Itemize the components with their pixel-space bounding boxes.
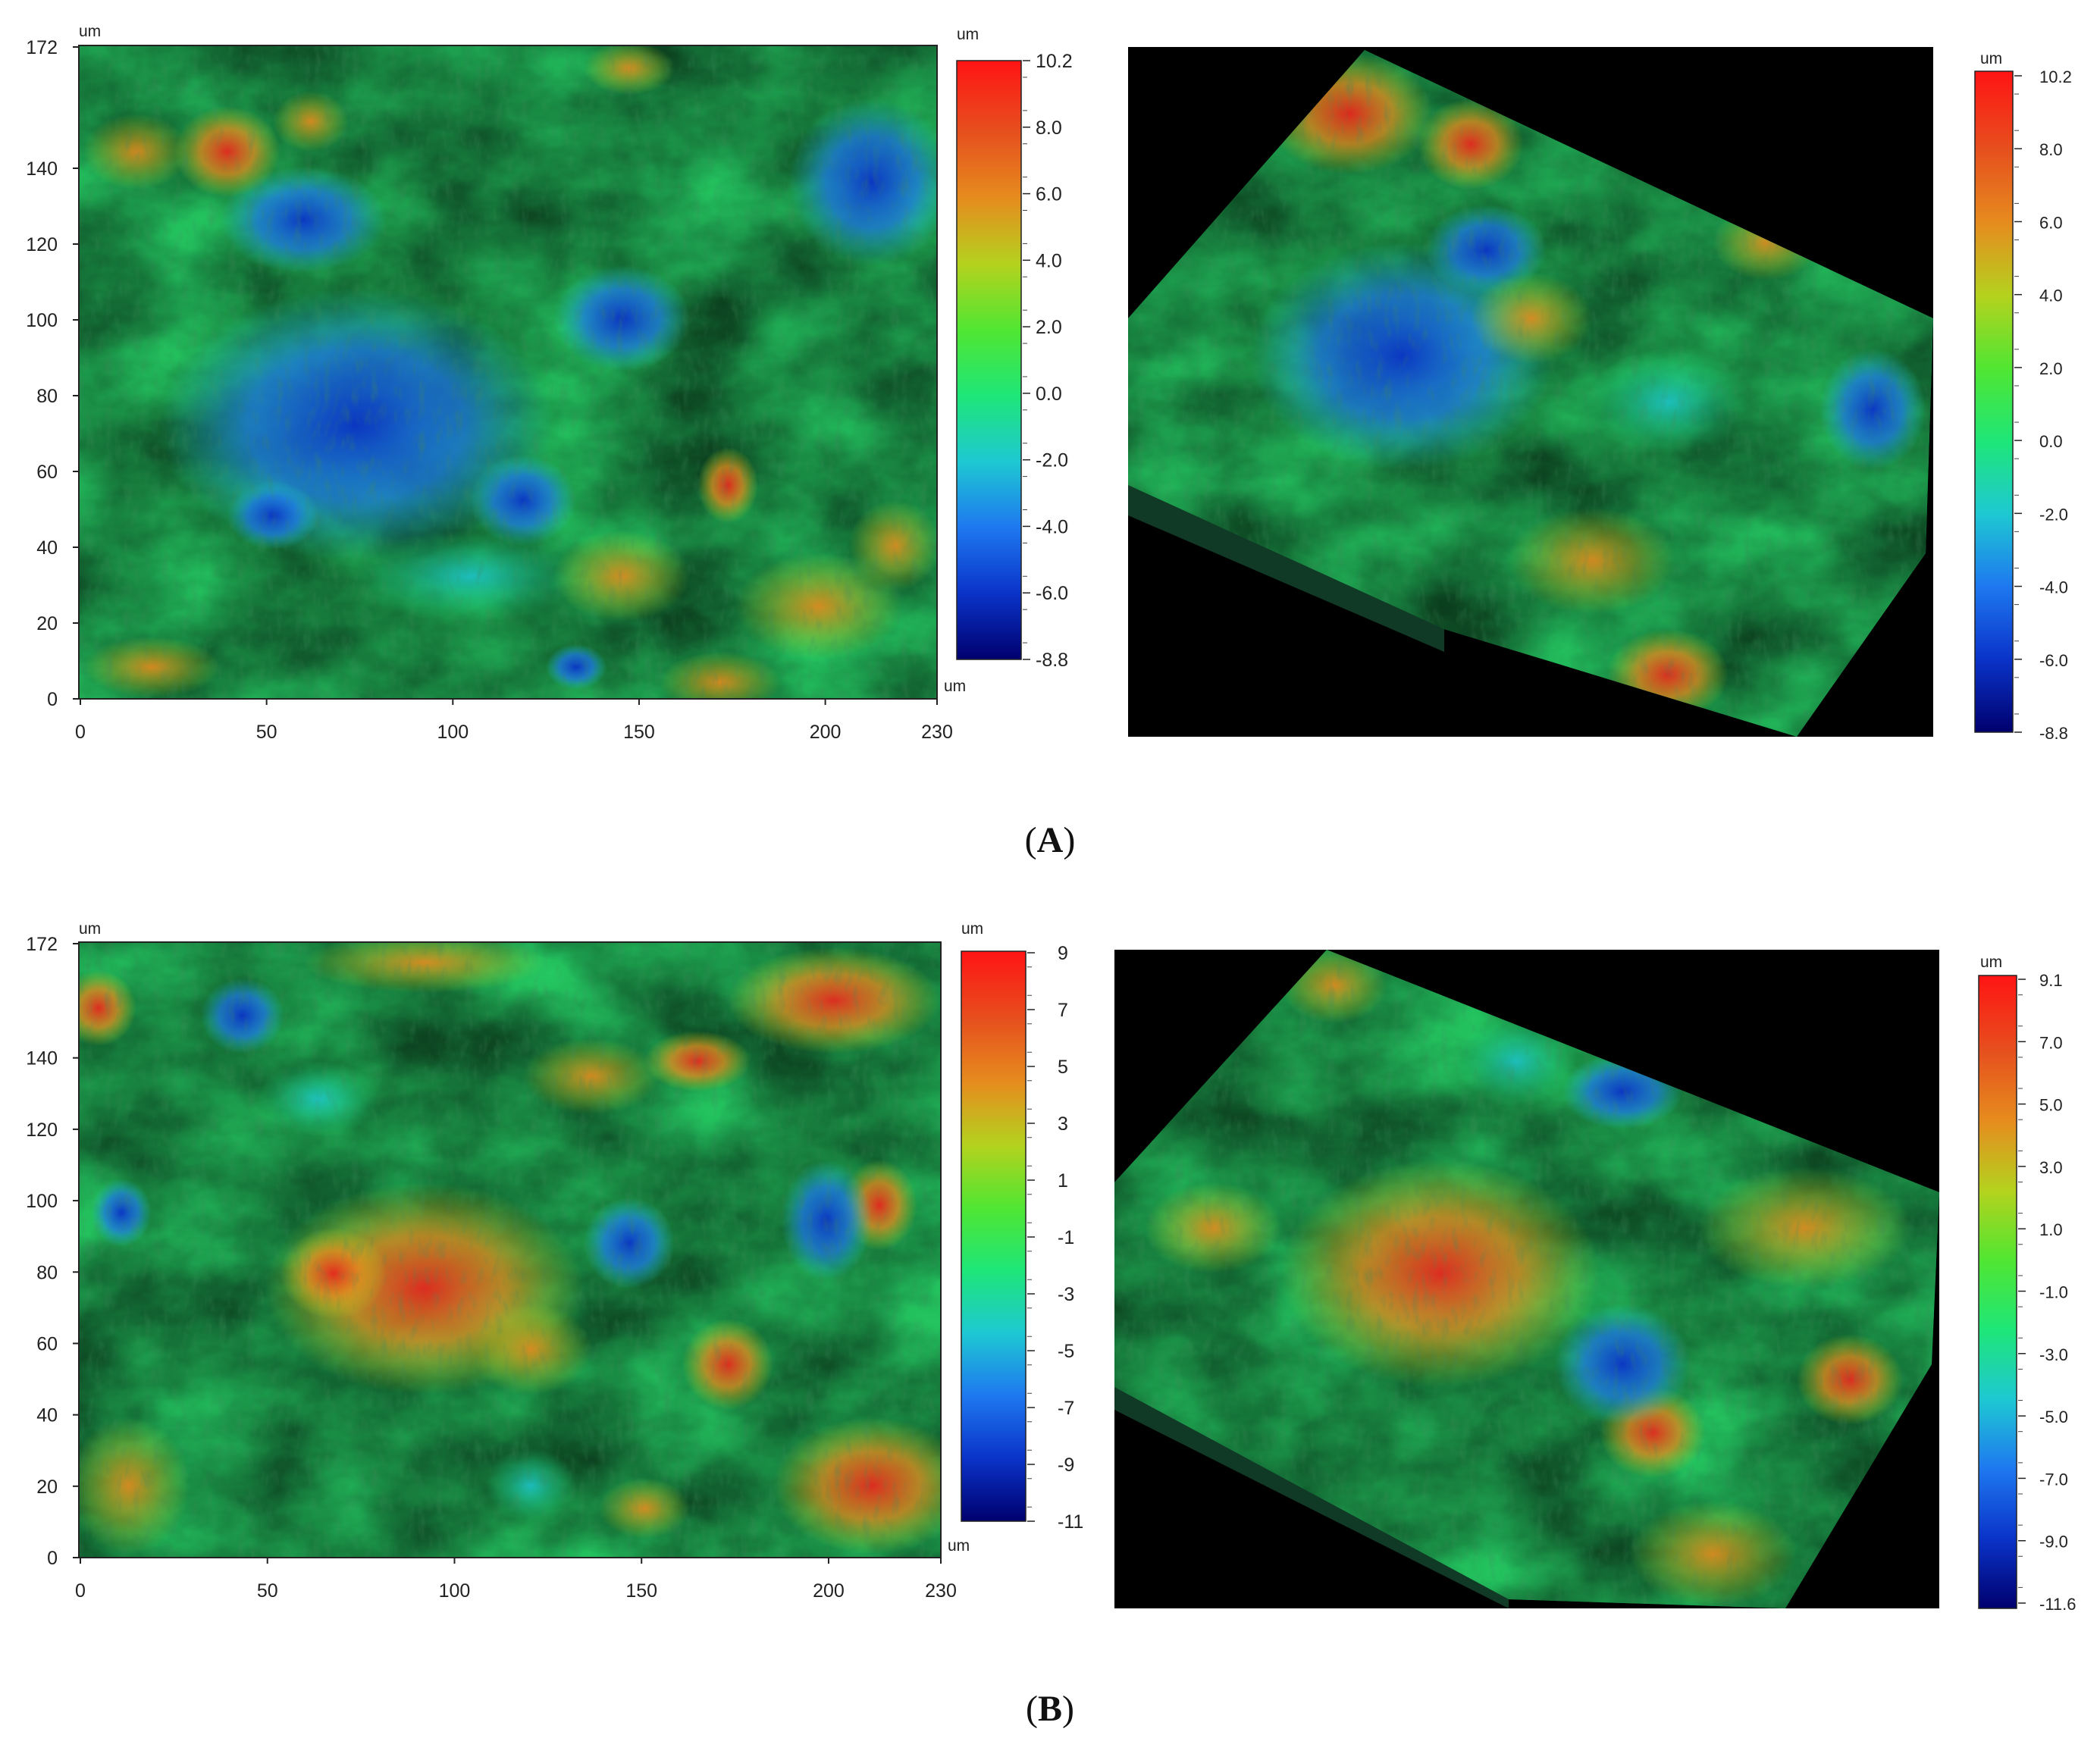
y-tick-label: 100 <box>26 1191 58 1212</box>
colorbar-label: 9.1 <box>2039 971 2063 990</box>
x-tick-label: 0 <box>75 1580 86 1602</box>
panel-a-2d-unit-top: um <box>79 23 101 40</box>
panel-b-3d-colorbar: um 9.1 7.0 5.0 3.0 1.0 -1.0 -3.0 -5.0 -7.0 -9.0 -1… <box>1978 954 2076 1614</box>
colorbar-label: -3.0 <box>2039 1345 2068 1364</box>
colorbar-label: 2.0 <box>1036 317 1062 338</box>
x-tick-label: 150 <box>623 722 655 743</box>
colorbar-label: -11 <box>1058 1511 1083 1533</box>
colorbar-label: -7.0 <box>2039 1470 2068 1489</box>
panel-a-2d-colorbar-unit: um <box>957 26 979 43</box>
colorbar-label: 5.0 <box>2039 1096 2063 1115</box>
colorbar-label: -8.8 <box>1036 650 1068 671</box>
colorbar-label: -2.0 <box>2039 505 2068 524</box>
panel-a-3d-colorbar-unit: um <box>1980 50 2002 67</box>
panel-a-2d-unit-right: um <box>944 678 966 695</box>
x-tick-label: 200 <box>813 1580 845 1602</box>
colorbar-label: 9 <box>1058 943 1068 964</box>
colorbar-label: -1 <box>1058 1227 1074 1248</box>
colorbar-label: -6.0 <box>2039 651 2068 670</box>
x-tick-label: 230 <box>925 1580 957 1602</box>
y-tick-label: 100 <box>26 310 58 331</box>
panel-a-3d-colorbar: um 10.2 8.0 6.0 4.0 2.0 0.0 -2.0 -4.0 -6.0 -8.8 <box>1974 50 2072 743</box>
y-tick-label: 120 <box>26 1120 58 1141</box>
x-tick-label: 200 <box>810 722 842 743</box>
colorbar-label: 0.0 <box>1036 384 1062 405</box>
colorbar-label: -8.8 <box>2039 724 2068 743</box>
panel-a-3d-map <box>1128 47 1933 737</box>
colorbar-label: 10.2 <box>1036 51 1073 72</box>
y-tick-label: 140 <box>26 1048 58 1069</box>
colorbar-label: -2.0 <box>1036 450 1068 471</box>
y-tick-label: 0 <box>47 1548 58 1569</box>
y-tick-label: 40 <box>36 1405 58 1426</box>
colorbar-label: 5 <box>1058 1057 1068 1078</box>
colorbar-label: -11.6 <box>2039 1595 2076 1614</box>
colorbar-label: -4.0 <box>1036 516 1068 537</box>
panel-a-2d-y-axis: 0 20 40 60 80 100 120 140 172 <box>26 37 79 710</box>
panel-b-3d-map <box>1114 950 1939 1608</box>
colorbar-label: 7.0 <box>2039 1033 2063 1052</box>
y-tick-label: 20 <box>36 613 58 634</box>
x-tick-label: 230 <box>921 722 953 743</box>
y-tick-label: 0 <box>47 689 58 710</box>
colorbar-label: -5 <box>1058 1341 1074 1362</box>
colorbar-label: -3 <box>1058 1284 1074 1305</box>
panel-b-2d-colorbar-unit: um <box>961 920 983 938</box>
panel-a-2d-x-axis: 0 50 100 150 200 230 <box>75 699 953 743</box>
panel-b-2d-y-axis: 0 20 40 60 80 100 120 140 172 <box>26 934 79 1569</box>
x-tick-label: 0 <box>75 722 86 743</box>
x-tick-label: 50 <box>257 1580 278 1602</box>
y-tick-label: 140 <box>26 158 58 180</box>
colorbar-label: 3.0 <box>2039 1158 2063 1177</box>
colorbar-label: 4.0 <box>2039 287 2063 305</box>
x-tick-label: 150 <box>625 1580 657 1602</box>
colorbar-label: 6.0 <box>1036 184 1062 205</box>
y-tick-label: 172 <box>26 934 58 955</box>
y-tick-label: 80 <box>36 386 58 407</box>
colorbar-label: 8.0 <box>2039 140 2063 159</box>
colorbar-label: -5.0 <box>2039 1408 2068 1426</box>
colorbar-label: -7 <box>1058 1398 1074 1419</box>
x-tick-label: 100 <box>439 1580 471 1602</box>
panel-label-a: (A) <box>1025 820 1076 860</box>
colorbar-label: 8.0 <box>1036 117 1062 139</box>
panel-b-2d-x-axis: 0 50 100 150 200 230 <box>75 1558 957 1602</box>
x-tick-label: 50 <box>256 722 277 743</box>
panel-b-3d-colorbar-unit: um <box>1980 954 2002 971</box>
colorbar-label: -1.0 <box>2039 1283 2068 1302</box>
colorbar-label: 1.0 <box>2039 1220 2063 1239</box>
colorbar-label: 7 <box>1058 1000 1068 1021</box>
y-tick-label: 40 <box>36 537 58 559</box>
colorbar-label: 10.2 <box>2039 67 2072 86</box>
y-tick-label: 80 <box>36 1262 58 1283</box>
y-tick-label: 60 <box>36 1333 58 1354</box>
panel-b-2d-colorbar: um 9 7 5 3 1 -1 -3 -5 -7 -9 -11 <box>961 920 1083 1533</box>
y-tick-label: 120 <box>26 234 58 255</box>
colorbar-label: -4.0 <box>2039 578 2068 597</box>
panel-b-2d-unit-top: um <box>79 920 101 938</box>
panel-label-b: (B) <box>1026 1689 1074 1729</box>
x-tick-label: 100 <box>437 722 469 743</box>
colorbar-label: -6.0 <box>1036 583 1068 604</box>
y-tick-label: 172 <box>26 37 58 58</box>
panel-b-2d-unit-right: um <box>948 1537 970 1555</box>
colorbar-label: 0.0 <box>2039 432 2063 451</box>
panel-a-height-map-image <box>79 45 937 699</box>
colorbar-label: 3 <box>1058 1113 1068 1135</box>
panel-b-height-map-image <box>79 942 941 1558</box>
colorbar-label: 6.0 <box>2039 213 2063 232</box>
colorbar-label: 1 <box>1058 1170 1068 1192</box>
colorbar-label: -9.0 <box>2039 1533 2068 1552</box>
colorbar-label: 2.0 <box>2039 359 2063 378</box>
panel-a-2d-map: um um 0 20 40 60 80 100 120 140 172 <box>26 23 966 743</box>
y-tick-label: 60 <box>36 462 58 483</box>
y-tick-label: 20 <box>36 1477 58 1498</box>
colorbar-label: -9 <box>1058 1455 1074 1476</box>
colorbar-label: 4.0 <box>1036 250 1062 271</box>
panel-a-2d-colorbar: um 10.2 8.0 6.0 4.0 2.0 0.0 -2.0 -4.0 -6.0 -8.8 <box>956 26 1073 671</box>
